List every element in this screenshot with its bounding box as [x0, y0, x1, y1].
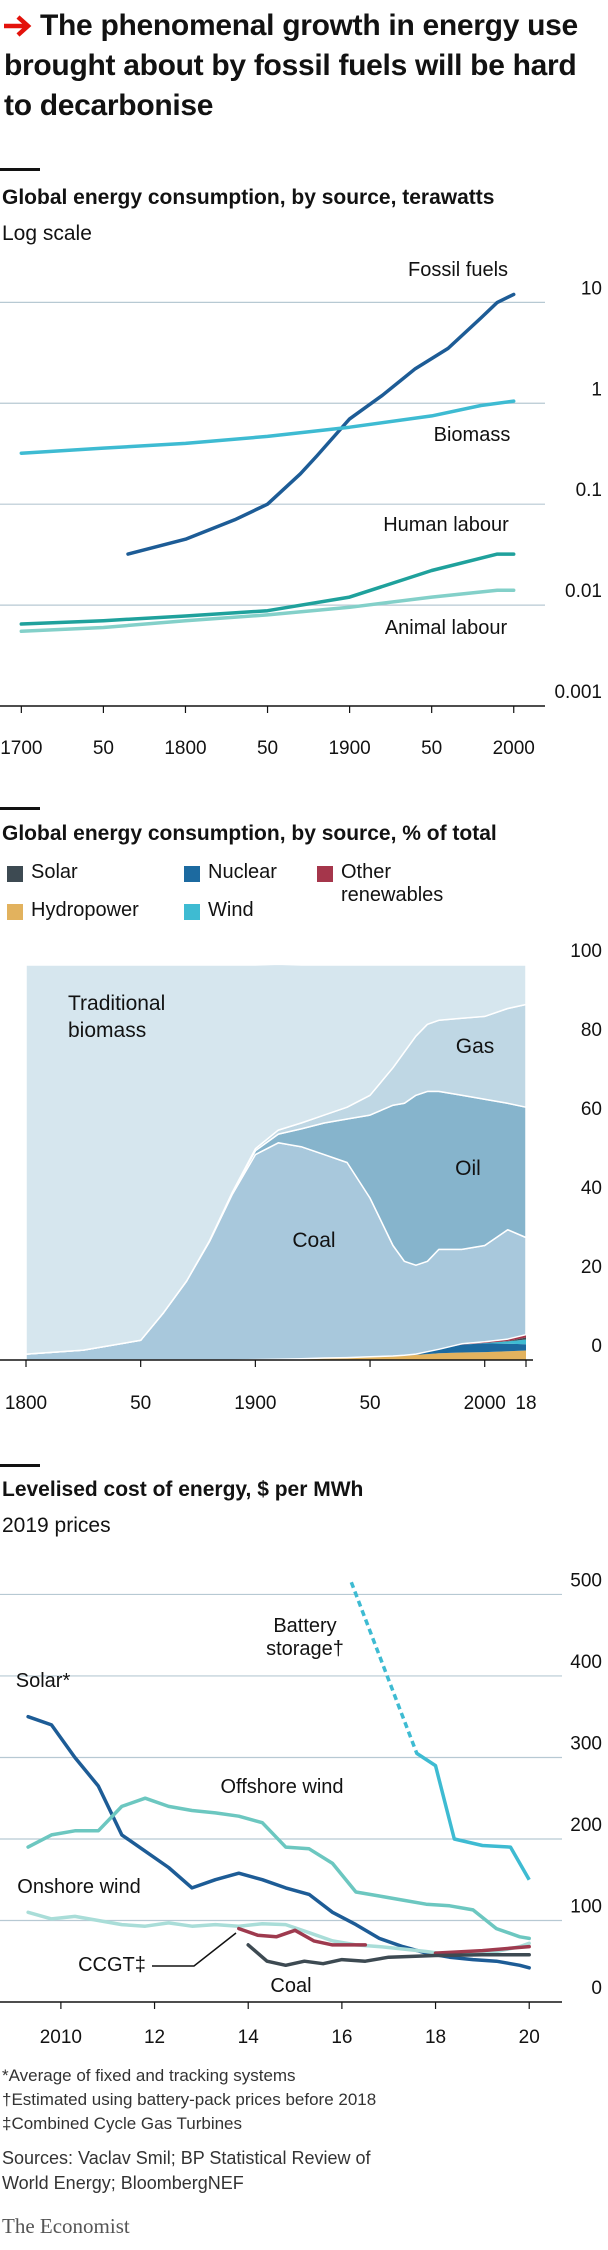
area-label: Oil	[455, 1157, 481, 1180]
legend-swatch	[7, 904, 23, 920]
series-line	[26, 1796, 531, 1941]
y-tick-label: 500	[570, 1570, 602, 1591]
legend-label: Wind	[208, 899, 254, 921]
title-arrow	[4, 15, 32, 37]
x-tick-label: 50	[359, 1393, 380, 1414]
series-label: Animal labour	[384, 617, 508, 639]
y-tick-label: 0	[591, 1336, 602, 1357]
x-tick-label: 2000	[493, 738, 535, 759]
y-tick-label: 60	[581, 1099, 602, 1120]
series-line	[26, 1910, 531, 1957]
x-tick-label: 1800	[164, 738, 206, 759]
chart-title: Global energy consumption, by source, te…	[2, 186, 495, 209]
y-tick-label: 100	[570, 941, 602, 962]
area	[26, 1350, 526, 1360]
y-tick-label: 0.01	[565, 581, 602, 602]
series-line	[19, 399, 516, 455]
legend-label: Solar	[31, 861, 78, 883]
series-label: Biomass	[433, 424, 511, 446]
legend-swatch	[184, 866, 200, 882]
series-label: Onshore wind	[17, 1876, 141, 1898]
x-tick-label: 1900	[234, 1393, 276, 1414]
y-tick-label: 200	[570, 1815, 602, 1836]
y-tick-label: 40	[581, 1178, 602, 1199]
series-line	[349, 1581, 531, 1881]
y-tick-label: 80	[581, 1020, 602, 1041]
chart-title: Levelised cost of energy, $ per MWh	[2, 1478, 364, 1501]
publisher: The Economist	[2, 2214, 130, 2238]
y-tick-label: 10	[581, 278, 602, 299]
y-tick-label: 0	[591, 1978, 602, 1999]
y-tick-label: 300	[570, 1733, 602, 1754]
legend-swatch	[7, 866, 23, 882]
section-rule	[0, 1464, 40, 1467]
section-rule	[0, 807, 40, 810]
x-tick-label: 2000	[464, 1393, 506, 1414]
series-line	[19, 552, 516, 626]
series-label: Coal	[270, 1975, 312, 1997]
series-line	[19, 588, 516, 634]
series-line	[126, 292, 516, 556]
series-label: Battery storage†	[266, 1615, 344, 1660]
legend-swatch	[184, 904, 200, 920]
series-label: Offshore wind	[220, 1776, 344, 1798]
area-label: Coal	[292, 1229, 336, 1252]
chart-subtitle: Log scale	[2, 222, 92, 245]
headline: The phenomenal growth in energy use brou…	[4, 9, 578, 122]
legend-label: Hydropower	[31, 899, 139, 921]
series-line	[237, 1926, 531, 1955]
source: Sources: Vaclav Smil; BP Statistical Rev…	[2, 2148, 371, 2193]
series-label: CCGT‡	[78, 1954, 146, 1976]
series-line	[26, 1714, 531, 1970]
series-label: Fossil fuels	[407, 259, 509, 281]
x-tick-label: 20	[519, 2027, 540, 2048]
x-tick-label: 50	[130, 1393, 151, 1414]
x-tick-label: 16	[331, 2027, 352, 2048]
x-tick-label: 1800	[5, 1393, 47, 1414]
y-tick-label: 100	[570, 1897, 602, 1918]
x-tick-label: 1700	[0, 738, 42, 759]
chart-subtitle: 2019 prices	[2, 1514, 111, 1537]
x-tick-label: 50	[421, 738, 442, 759]
series-line	[246, 1943, 531, 1968]
y-tick-label: 20	[581, 1257, 602, 1278]
series-label: Solar*	[15, 1670, 71, 1692]
footnote: ‡Combined Cycle Gas Turbines	[2, 2114, 243, 2133]
x-tick-label: 18	[515, 1393, 536, 1414]
section-rule	[0, 168, 40, 171]
leader-line	[152, 1932, 237, 1967]
x-tick-label: 50	[257, 738, 278, 759]
chart-title: Global energy consumption, by source, % …	[2, 822, 497, 845]
y-tick-label: 0.001	[554, 682, 602, 703]
x-tick-label: 12	[144, 2027, 165, 2048]
y-tick-label: 1	[591, 379, 602, 400]
footnote: *Average of fixed and tracking systems	[2, 2066, 296, 2085]
y-tick-label: 0.1	[576, 480, 602, 501]
footnote: †Estimated using battery-pack prices bef…	[2, 2090, 377, 2109]
legend-label: Nuclear	[208, 861, 277, 883]
area	[25, 963, 527, 1355]
area-label: Gas	[455, 1035, 495, 1058]
x-tick-label: 14	[238, 2027, 260, 2048]
legend-swatch	[317, 866, 333, 882]
area-label: Traditional biomass	[68, 992, 166, 1042]
legend-label: Other renewables	[341, 861, 444, 906]
y-tick-label: 400	[570, 1652, 602, 1673]
area	[26, 1343, 526, 1360]
x-tick-label: 1900	[328, 738, 370, 759]
series-label: Human labour	[383, 514, 509, 536]
x-tick-label: 50	[93, 738, 114, 759]
x-tick-label: 2010	[40, 2027, 82, 2048]
x-tick-label: 18	[425, 2027, 446, 2048]
